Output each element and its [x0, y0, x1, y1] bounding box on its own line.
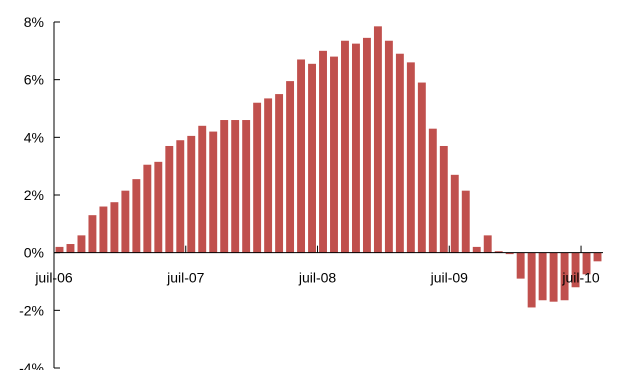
- bar: [55, 246, 64, 253]
- bar: [286, 81, 295, 253]
- bar: [527, 252, 536, 308]
- bar: [198, 125, 207, 253]
- bar: [110, 202, 119, 253]
- bar: [165, 145, 174, 253]
- bar: [461, 190, 470, 253]
- y-tick-label: 4%: [24, 129, 44, 145]
- bar: [505, 252, 514, 255]
- bar: [593, 252, 602, 262]
- bar: [582, 252, 591, 275]
- bar: [176, 140, 185, 253]
- bar: [538, 252, 547, 301]
- x-tick-label: juil-06: [34, 270, 73, 286]
- bar: [330, 56, 338, 253]
- bar: [66, 244, 75, 253]
- y-tick-label: 2%: [24, 187, 44, 203]
- bar: [297, 59, 306, 253]
- bar: [352, 43, 360, 253]
- bar: [264, 98, 273, 253]
- x-tick-label: juil-10: [561, 270, 600, 286]
- bar: [209, 131, 218, 253]
- bar: [417, 82, 426, 253]
- bar: [373, 26, 382, 253]
- bar: [319, 50, 327, 253]
- bar: [483, 235, 492, 253]
- bar: [275, 94, 284, 253]
- bar: [560, 252, 569, 301]
- bar: [428, 128, 437, 253]
- bar: [88, 215, 97, 253]
- x-tick-label: juil-07: [166, 270, 205, 286]
- y-tick-label: -4%: [19, 360, 44, 370]
- bar: [132, 179, 141, 253]
- bar: [384, 40, 393, 253]
- bar: [439, 145, 448, 253]
- bar: [143, 164, 152, 253]
- bar: [154, 161, 163, 253]
- bar: [220, 120, 229, 253]
- bar: [77, 235, 86, 253]
- bar: [472, 246, 481, 253]
- x-tick-label: juil-08: [298, 270, 337, 286]
- bar: [242, 120, 251, 253]
- y-tick-label: 6%: [24, 72, 44, 88]
- bar: [99, 206, 108, 253]
- bar: [549, 252, 558, 302]
- bar: [121, 190, 130, 253]
- y-tick-label: 8%: [24, 14, 44, 30]
- bar: [494, 251, 503, 253]
- y-tick-label: -2%: [19, 302, 44, 318]
- bar: [516, 252, 525, 279]
- bar: [187, 135, 196, 253]
- x-tick-label: juil-09: [430, 270, 469, 286]
- bar: [395, 53, 404, 253]
- bar: [253, 102, 262, 253]
- bars-group: [55, 26, 602, 308]
- bar: [341, 40, 349, 253]
- y-axis-ticks: 8% 6% 4% 2% 0% -2% -4%: [19, 14, 60, 370]
- bar: [362, 37, 371, 253]
- bar: [450, 174, 459, 253]
- bar: [571, 252, 580, 288]
- bar: [231, 120, 240, 253]
- bar: [308, 63, 316, 253]
- x-axis-ticks: juil-06 juil-07 juil-08 juil-09 juil-10: [34, 245, 600, 286]
- bar: [406, 62, 415, 253]
- y-tick-label: 0%: [24, 245, 44, 261]
